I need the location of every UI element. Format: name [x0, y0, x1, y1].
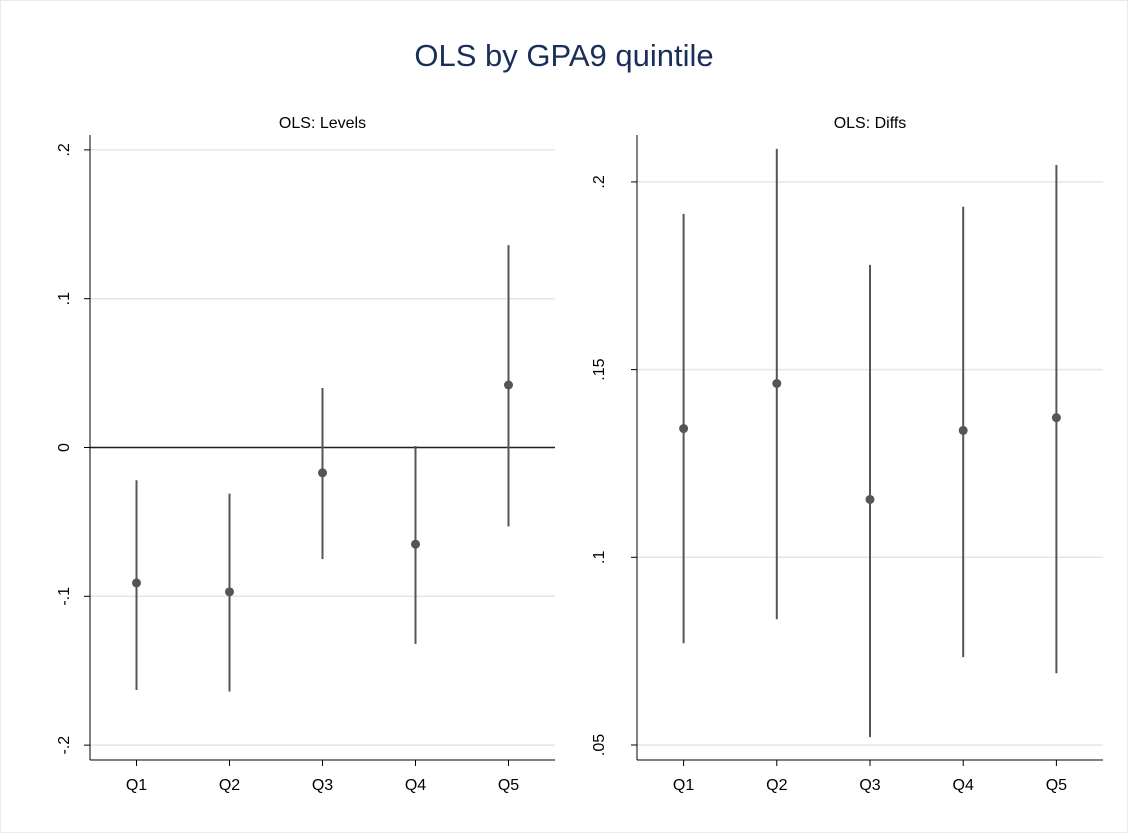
y-tick-label: 0: [56, 443, 73, 452]
x-tick-label: Q2: [219, 777, 240, 794]
panel-title: OLS: Levels: [279, 115, 366, 132]
y-tick-label: .2: [591, 175, 608, 188]
y-tick-label: .1: [56, 292, 73, 305]
point: [1051, 413, 1061, 423]
point: [318, 468, 327, 478]
x-tick-label: Q4: [953, 777, 974, 794]
x-tick-label: Q3: [859, 777, 880, 794]
chart-title: OLS by GPA9 quintile: [414, 38, 713, 73]
x-tick-label: Q5: [498, 777, 519, 794]
point: [772, 378, 782, 388]
panel-title: OLS: Diffs: [834, 115, 907, 132]
x-tick-label: Q5: [1046, 777, 1067, 794]
x-tick-label: Q4: [405, 777, 426, 794]
point: [225, 587, 234, 597]
y-tick-label: .2: [56, 143, 73, 156]
y-tick-label: -.2: [56, 736, 73, 755]
y-tick-label: -.1: [56, 587, 73, 606]
point: [865, 494, 875, 504]
point: [504, 380, 513, 390]
x-tick-label: Q1: [673, 777, 694, 794]
y-tick-label: .15: [591, 358, 608, 380]
x-tick-label: Q3: [312, 777, 333, 794]
y-tick-label: .1: [591, 551, 608, 564]
point: [679, 424, 689, 434]
x-tick-label: Q1: [126, 777, 147, 794]
y-tick-label: .05: [591, 734, 608, 756]
point: [132, 578, 141, 588]
point: [958, 425, 968, 435]
x-tick-label: Q2: [766, 777, 787, 794]
point: [411, 539, 420, 549]
